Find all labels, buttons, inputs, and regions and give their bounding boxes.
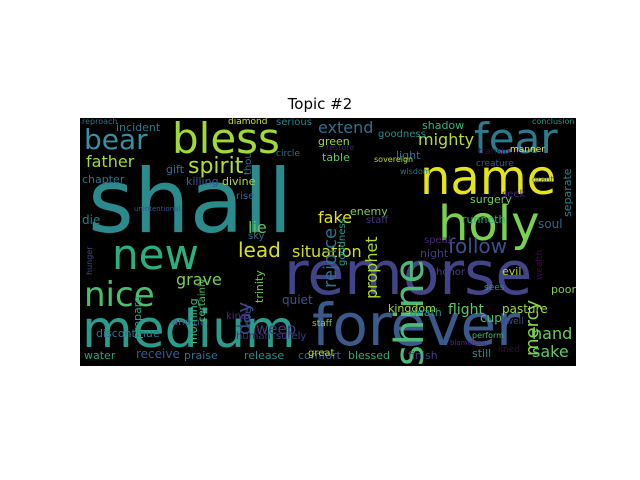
cloud-word: rise [236,191,255,202]
cloud-word: evil [502,265,522,278]
cloud-word: enemy [350,205,388,218]
cloud-word: killing [186,175,219,188]
word-cloud: shall medium forever remorse name holy shine bl… [80,118,576,366]
cloud-word: blameless [450,339,486,347]
cloud-word: follow [448,234,507,258]
cloud-word: name [420,150,557,206]
cloud-word: new [112,230,199,279]
cloud-word: mighty [418,130,475,149]
cloud-word: prophet [362,236,381,299]
cloud-word: runneth [462,213,506,226]
cloud-word: sees [484,283,505,293]
cloud-word: bear [84,123,148,156]
cloud-word: water [84,349,116,362]
cloud-word: lined [498,345,520,355]
cloud-word: pasture [502,302,548,316]
cloud-word: forever [312,291,521,359]
cloud-word: perform [472,331,504,340]
cloud-word: comfort [298,349,341,362]
cloud-word: spirit [188,154,244,179]
cloud-word: fake [318,208,352,227]
cloud-word: gift [166,163,185,176]
cloud-word: wisdom [400,167,431,176]
cloud-word: weep [256,320,297,338]
cloud-word: sake [532,342,569,361]
cloud-word: honor [436,267,466,278]
cloud-word: goodness [378,129,426,140]
cloud-word: thou [243,152,254,175]
cloud-word: speak [424,235,454,246]
cloud-word: creature [476,159,514,169]
cloud-word: surgery [470,193,512,206]
cloud-word: great [308,348,335,359]
cloud-word: incident [116,121,161,134]
cloud-word: discontinue [96,327,160,340]
cloud-word: light [396,149,421,162]
cloud-word: certainly [197,278,208,322]
cloud-word: ever [243,303,254,326]
cloud-word: circle [276,149,300,159]
cloud-word: trinity [253,270,266,303]
cloud-word: lie [248,218,267,237]
cloud-word: chapter [82,173,125,186]
cloud-word: night [420,247,449,260]
cloud-word: kind [226,311,248,322]
cloud-word: hunger [85,246,94,276]
cloud-word: table [322,151,350,164]
cloud-word: lead [238,238,281,262]
cloud-word: shall [88,150,293,253]
cloud-word: bless [172,118,280,163]
cloud-word: serious [276,118,312,128]
cloud-word: poor [551,283,576,296]
cloud-word: still [472,347,492,360]
cloud-word: extend [318,118,374,137]
cloud-word: kingdom [388,302,436,315]
cloud-word: blessed [348,349,391,362]
cloud-word: shadow [422,119,465,132]
cloud-word: dwell [500,317,524,327]
cloud-word: finish [408,349,438,362]
cloud-word: grave [176,270,222,289]
cloud-word: anoint [172,317,204,328]
cloud-word: staff [312,319,332,329]
cloud-word: divine [222,175,256,188]
cloud-word: receive [136,347,180,361]
cloud-word: goodness [337,218,348,266]
cloud-word: restore [326,143,355,152]
cloud-word: green [318,135,350,148]
cloud-word: remorse [284,239,533,309]
cloud-word: conclusion [532,118,575,126]
cloud-word: death [410,306,442,319]
cloud-word: father [86,152,135,171]
cloud-word: situation [292,242,362,261]
cloud-word: manner [510,145,545,155]
cloud-word: wealth [535,249,545,280]
cloud-word: hand [532,324,573,343]
cloud-word: holy [438,196,540,252]
cloud-word: fear [474,118,558,163]
cloud-word: reproach [82,118,118,126]
cloud-word: unintentional [134,205,181,213]
cloud-word: diamond [228,118,268,127]
cloud-word: quiet [282,293,313,307]
cloud-word: grant [532,175,554,184]
cloud-word: nice [84,275,155,315]
cloud-word: seek [502,189,526,200]
cloud-word: separate [561,168,574,217]
cloud-word: staff [366,215,389,226]
cloud-word: release [244,349,285,362]
cloud-word: prepare [131,296,144,339]
cloud-word: flight [448,302,484,318]
cloud-word: human [236,331,271,342]
cloud-word: die [82,213,101,227]
cloud-word: sky [248,231,265,242]
cloud-word: transform [478,147,523,157]
cloud-word: soul [538,217,563,231]
figure-title: Topic #2 [287,95,353,113]
cloud-word: praise [184,349,218,362]
cloud-word: sovereign [374,155,414,164]
cloud-word: surely [276,331,307,342]
cloud-word: medium [82,300,296,360]
cloud-word: cup [480,311,502,325]
